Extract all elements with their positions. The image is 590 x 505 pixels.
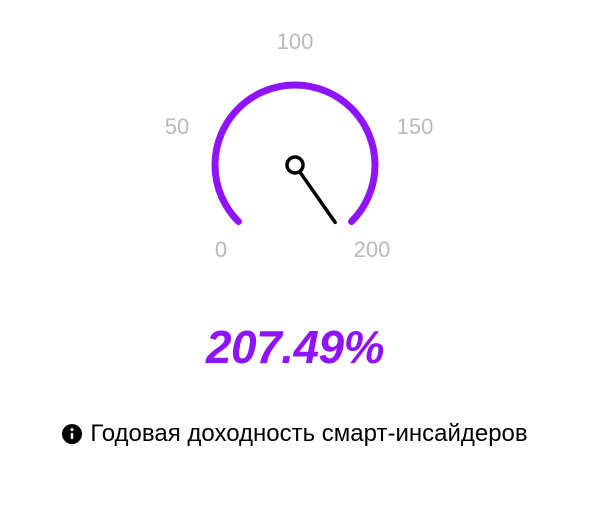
gauge-card: 0 50 100 150 200 207.49% Годовая доходность …	[0, 0, 590, 505]
gauge-tick-label: 200	[354, 237, 391, 263]
gauge-tick-label: 50	[165, 114, 189, 140]
gauge-needle	[295, 165, 335, 222]
gauge-pivot	[287, 157, 303, 173]
gauge-chart: 0 50 100 150 200	[0, 0, 590, 290]
gauge-tick-label: 0	[215, 237, 227, 263]
gauge-tick-label: 150	[397, 114, 434, 140]
gauge-tick-label: 100	[277, 29, 314, 55]
gauge-arc	[215, 85, 375, 222]
caption-text: Годовая доходность смарт-инсайдеров	[90, 420, 527, 448]
caption-row: Годовая доходность смарт-инсайдеров	[62, 420, 527, 448]
info-icon	[62, 424, 82, 444]
gauge-value: 207.49%	[206, 320, 384, 374]
info-icon-svg	[62, 424, 82, 444]
